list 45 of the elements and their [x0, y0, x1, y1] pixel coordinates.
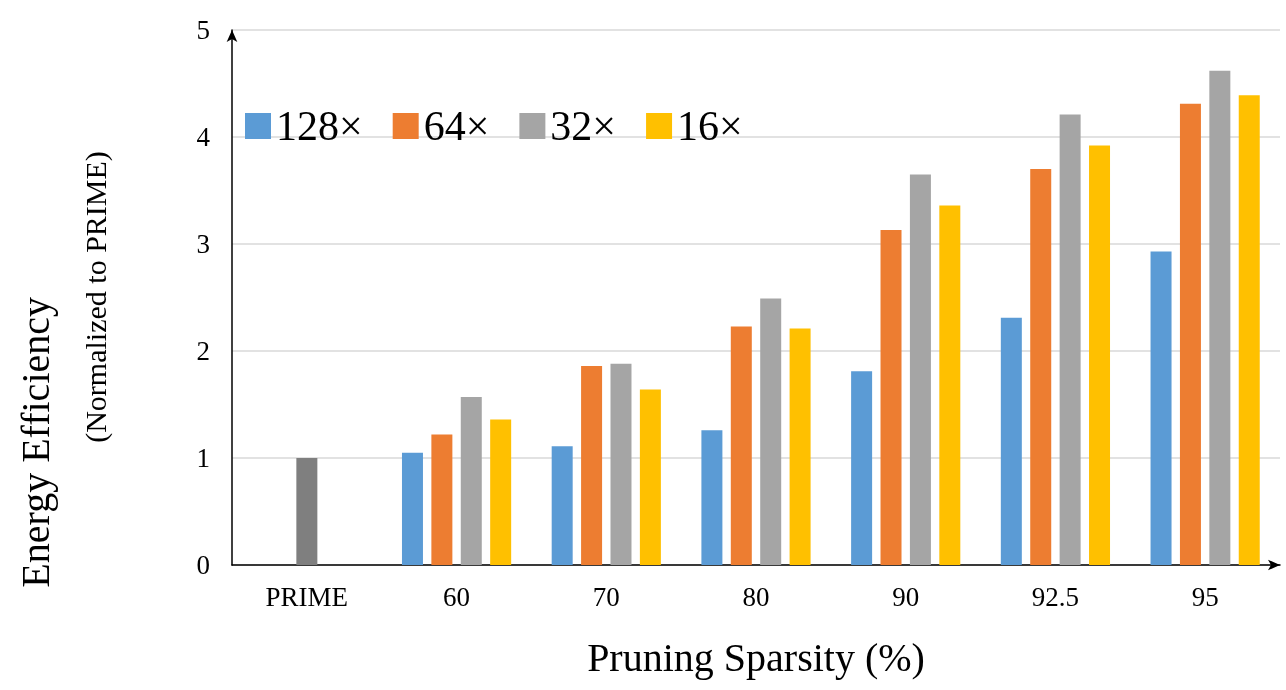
x-tick-label: 90	[892, 581, 920, 612]
bar	[1030, 169, 1052, 565]
bar	[401, 452, 423, 565]
bar	[760, 298, 782, 565]
bar	[851, 371, 873, 565]
text: (Normalized to PRIME)	[78, 151, 113, 443]
bar	[1238, 95, 1260, 565]
y-tick-label: 3	[196, 229, 210, 259]
bar	[581, 365, 603, 565]
legend-label: 32×	[550, 103, 617, 149]
bar	[1089, 145, 1111, 565]
bar	[701, 430, 723, 565]
x-tick-label: 95	[1191, 581, 1219, 612]
legend-label: 128×	[276, 103, 363, 149]
y-tick-label: 2	[196, 336, 210, 366]
y-tick-label: 1	[196, 443, 210, 473]
y-axis-title: Energy Efficiency	[12, 297, 58, 588]
legend-label: 64×	[423, 103, 490, 149]
bar	[939, 205, 961, 565]
bar	[551, 446, 573, 565]
y-tick-label: 5	[196, 15, 210, 45]
x-tick-label: 80	[742, 581, 770, 612]
bar	[1179, 103, 1201, 565]
bar	[460, 397, 482, 565]
bar	[730, 326, 752, 565]
bar	[610, 363, 632, 565]
bar	[1150, 251, 1172, 565]
bar	[880, 230, 902, 565]
bar	[639, 389, 661, 565]
bar	[1059, 114, 1081, 565]
y-tick-label: 4	[196, 122, 211, 152]
x-tick-label: 60	[443, 581, 471, 612]
bar	[296, 458, 318, 565]
y-tick-label: 0	[196, 550, 210, 580]
bar	[1209, 70, 1231, 565]
x-tick-label: 70	[592, 581, 620, 612]
bar	[909, 174, 931, 565]
x-tick-label: PRIME	[265, 581, 349, 612]
bar	[431, 434, 453, 565]
bar	[789, 328, 811, 565]
x-tick-label: 92.5	[1031, 581, 1080, 612]
bar	[490, 419, 512, 565]
x-axis-title: Pruning Sparsity (%)	[587, 634, 925, 680]
legend-label: 16×	[677, 103, 743, 149]
bar	[1000, 317, 1022, 565]
